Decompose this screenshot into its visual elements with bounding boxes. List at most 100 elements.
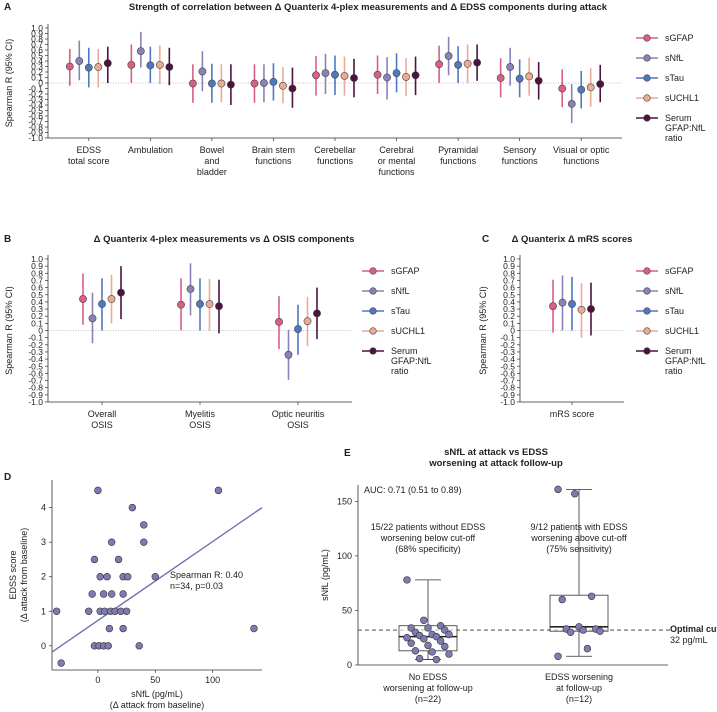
estimate-point-sGFAP <box>177 300 185 309</box>
y-axis-label: EDSS score <box>8 550 18 599</box>
estimate-point-ratio <box>288 84 297 93</box>
legend-marker-sUCHL1 <box>369 327 377 335</box>
legend-label: Serum <box>665 113 692 123</box>
data-point <box>403 576 411 584</box>
data-point <box>554 652 562 660</box>
y-axis-label: sNfL (pg/mL) <box>320 549 330 601</box>
category-label: OSIS <box>91 420 113 430</box>
category-label: functions <box>317 156 354 166</box>
legend-label: sTau <box>665 306 684 316</box>
y-tick-label: 0.7 <box>31 40 43 50</box>
legend-label: sGFAP <box>665 33 694 43</box>
panel-letter: A <box>4 2 11 13</box>
estimate-point-sNfL <box>321 69 330 77</box>
scatter-point <box>94 486 102 495</box>
x-tick-label: 50 <box>150 675 160 685</box>
scatter-point <box>119 590 127 598</box>
y-tick-label: -0.8 <box>28 383 43 393</box>
y-tick-label: 0 <box>38 78 43 88</box>
estimate-point-sUCHL1 <box>340 71 349 80</box>
y-tick-label: 0.8 <box>503 268 515 278</box>
y-tick-label: -0.3 <box>28 347 43 357</box>
legend-label: GFAP:NfL <box>665 356 706 366</box>
panel-A: A Strength of correlation between Δ Quant… <box>4 2 706 177</box>
correlation-annotation: n=34, p=0.03 <box>170 581 223 591</box>
y-tick-label: -0.5 <box>28 361 43 371</box>
estimate-point-sNfL <box>75 57 84 65</box>
y-tick-label: -0.9 <box>500 390 515 400</box>
panel-title: sNfL at attack vs EDSS <box>444 447 548 458</box>
estimate-point-sNfL <box>444 52 453 60</box>
category-label: Optic neuritis <box>272 409 325 419</box>
y-tick-label: -0.1 <box>28 84 43 94</box>
y-tick-label: 0.4 <box>31 297 43 307</box>
y-tick-label: -0.1 <box>28 333 43 343</box>
legend-label: sGFAP <box>665 266 694 276</box>
estimate-point-sUCHL1 <box>402 73 410 81</box>
y-axis-label: Spearman R (95% CI) <box>4 39 14 128</box>
estimate-point-ratio <box>215 302 223 311</box>
legend-marker-ratio <box>643 347 651 355</box>
y-tick-label: 0.2 <box>31 67 43 77</box>
panel-title: Δ Quanterix 4-plex measurements vs Δ OSI… <box>94 234 355 245</box>
y-tick-label: -0.6 <box>28 111 43 121</box>
data-point <box>428 648 436 656</box>
cutoff-label: Optimal cut-off <box>670 624 717 634</box>
estimate-point-ratio <box>117 288 125 297</box>
data-point <box>432 655 441 664</box>
estimate-point-sGFAP <box>188 79 197 88</box>
data-point <box>436 637 445 645</box>
estimate-point-ratio <box>411 71 420 80</box>
estimate-point-ratio <box>165 63 174 71</box>
legend-label: sTau <box>391 306 410 316</box>
scatter-point <box>105 624 114 633</box>
legend-label: ratio <box>665 366 683 376</box>
legend-label: Serum <box>665 346 692 356</box>
category-label: Bowel <box>200 145 225 155</box>
panel-letter: D <box>4 472 11 483</box>
group-label: worsening at follow-up <box>382 683 473 693</box>
group-label: EDSS worsening <box>545 672 613 682</box>
y-tick-label: -0.1 <box>500 333 515 343</box>
scatter-point <box>99 590 108 598</box>
scatter-point <box>88 590 96 598</box>
y-tick-label: 2 <box>41 572 46 582</box>
category-label: and <box>204 156 219 166</box>
y-tick-label: 100 <box>337 551 352 561</box>
scatter-point <box>103 573 111 581</box>
data-point <box>420 616 428 624</box>
legend-label: ratio <box>665 133 683 143</box>
legend-label: sNfL <box>665 286 684 296</box>
scatter-point <box>90 555 99 564</box>
data-point <box>415 654 424 663</box>
category-label: functions <box>255 156 292 166</box>
estimate-point-sUCHL1 <box>525 72 534 81</box>
panel-B: B Δ Quanterix 4-plex measurements vs Δ OS… <box>4 234 432 430</box>
y-tick-label: -0.5 <box>500 361 515 371</box>
legend-label: sUCHL1 <box>665 326 699 336</box>
estimate-point-sNfL <box>506 63 515 71</box>
y-tick-label: -0.6 <box>28 368 43 378</box>
category-label: Sensory <box>503 145 537 155</box>
estimate-point-sNfL <box>558 298 567 307</box>
category-label: EDSS <box>77 145 102 155</box>
y-tick-label: 0.7 <box>31 275 43 285</box>
legend-label: sUCHL1 <box>665 93 699 103</box>
panel-title: worsening at attack follow-up <box>428 458 563 469</box>
scatter-point <box>250 624 258 633</box>
legend-label: GFAP:NfL <box>391 356 432 366</box>
estimate-point-sUCHL1 <box>463 59 472 68</box>
scatter-point <box>140 538 148 546</box>
y-tick-label: 0.3 <box>31 304 43 314</box>
estimate-point-sNfL <box>136 47 145 55</box>
category-label: functions <box>379 167 416 177</box>
y-tick-label: 0.5 <box>31 51 43 61</box>
legend-label: sNfL <box>391 286 410 296</box>
estimate-point-sUCHL1 <box>107 295 116 303</box>
legend-marker-sGFAP <box>643 34 651 42</box>
y-tick-label: 0.1 <box>31 73 43 83</box>
legend-label: sNfL <box>665 53 684 63</box>
y-tick-label: 1.0 <box>503 254 515 264</box>
estimate-point-sNfL <box>260 79 268 87</box>
